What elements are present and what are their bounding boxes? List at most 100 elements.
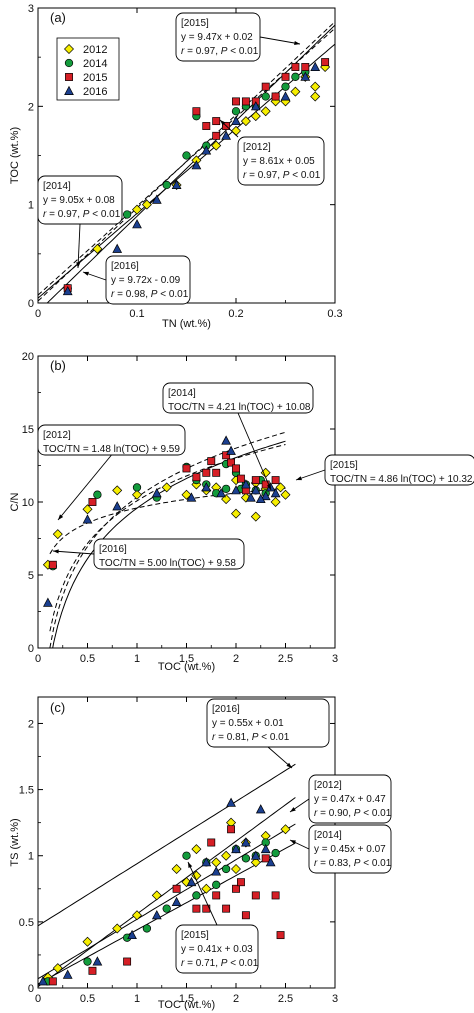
annotation-box	[93, 538, 245, 570]
annotation-arrow	[77, 223, 81, 269]
data-point-2015	[271, 92, 280, 101]
data-point-2016	[211, 866, 222, 876]
data-point-2014	[122, 210, 132, 219]
data-point-2015	[281, 72, 290, 81]
annotation-line: [2016]	[99, 544, 127, 555]
annotation-text-part: P	[283, 170, 290, 181]
data-point-2012	[310, 91, 321, 102]
annotation-2016: [2016] y = 9.72x - 0.09 r = 0.98, P < 0.01	[82, 255, 191, 305]
y-axis-label: TS (wt.%)	[9, 818, 21, 866]
data-point-2014	[182, 851, 191, 860]
fit-line-2016	[38, 797, 296, 988]
annotation-line: TOC/TN = 4.21 ln(TOC) + 10.08	[168, 402, 311, 413]
data-point-2012	[201, 883, 212, 894]
series-2015	[48, 825, 285, 986]
panel-label: (c)	[50, 700, 65, 715]
panel-label: (b)	[50, 358, 66, 373]
data-point-2016	[270, 487, 281, 498]
panel-label: (a)	[50, 10, 66, 25]
data-point-2016	[265, 857, 276, 867]
annotation-line: r = 0.81, P < 0.01	[212, 732, 290, 743]
data-point-2015	[192, 904, 201, 913]
annotation-text-part: r	[314, 808, 318, 819]
data-point-2016	[171, 896, 182, 906]
arrow-head	[286, 762, 292, 768]
annotation-text-part: < 0.01	[258, 732, 289, 743]
annotation-line: [2012]	[243, 142, 271, 153]
data-point-2016	[201, 482, 212, 492]
x-tick-label: 2.5	[278, 653, 293, 665]
data-point-2015	[202, 468, 211, 477]
data-point-2015	[291, 63, 300, 71]
data-point-2012	[290, 86, 301, 97]
data-point-2012	[92, 243, 103, 254]
annotation-line: y = 9.72x - 0.09	[111, 275, 181, 286]
annotation-text-part: P	[151, 289, 158, 300]
data-point-2016	[260, 843, 271, 854]
annotation-text-part: r	[111, 289, 115, 300]
annotation-text-part: = 0.83,	[317, 858, 353, 869]
data-point-2016	[260, 490, 271, 501]
y-tick-label: 1	[28, 851, 34, 863]
data-point-2016	[231, 115, 241, 126]
data-point-2016	[62, 285, 73, 296]
annotation-box	[206, 698, 330, 748]
data-point-2012	[52, 529, 63, 540]
data-point-2016	[112, 501, 123, 511]
data-point-2012	[231, 863, 241, 874]
data-point-2014	[231, 107, 241, 116]
data-point-2016	[151, 487, 162, 498]
data-point-2012	[132, 204, 142, 215]
data-point-2016	[300, 71, 311, 81]
data-point-2015	[232, 97, 240, 106]
y-tick-label: 20	[22, 351, 34, 363]
data-point-2012	[231, 508, 241, 519]
data-point-2014	[132, 483, 142, 492]
data-point-2015	[227, 825, 235, 834]
annotation-line: y = 0.47x + 0.47	[314, 794, 386, 805]
data-point-2015	[212, 117, 221, 126]
data-point-2015	[182, 464, 191, 473]
data-point-2015	[241, 97, 250, 106]
data-point-2015	[88, 966, 97, 975]
data-point-2012	[132, 489, 142, 500]
data-point-2015	[212, 891, 221, 900]
annotation-line: y = 0.41x + 0.03	[181, 944, 253, 955]
x-tick-label: 2	[233, 653, 239, 665]
data-point-2015	[192, 107, 201, 116]
data-point-2014	[142, 924, 152, 933]
data-point-2012	[221, 850, 232, 861]
data-point-2012	[181, 489, 192, 500]
data-point-2014	[182, 151, 191, 160]
y-tick-label: 1	[28, 200, 34, 212]
data-point-2016	[255, 804, 266, 814]
annotation-2014: [2014] y = 0.45x + 0.07 r = 0.83, P < 0.01	[289, 824, 392, 874]
annotation-2015: [2015] y = 9.47x + 0.02 r = 0.97, P < 0.01	[175, 12, 301, 62]
data-point-2015	[172, 884, 181, 893]
annotation-text-part: r	[212, 732, 216, 743]
arrow-head	[296, 476, 302, 481]
x-tick-label: 0	[35, 653, 41, 665]
arrow-head	[220, 120, 226, 126]
data-point-2012	[191, 844, 202, 855]
data-point-2016	[171, 179, 182, 189]
data-point-2016	[43, 597, 53, 607]
annotation-2016: [2016] TOC/TN = 5.00 ln(TOC) + 9.58	[52, 538, 245, 570]
data-point-2014	[241, 854, 251, 863]
data-point-2015	[207, 457, 216, 466]
annotation-line: r = 0.97, P < 0.01	[43, 209, 121, 220]
data-point-2015	[212, 468, 221, 477]
annotation-text-part: r	[181, 46, 185, 57]
data-point-2015	[192, 473, 201, 482]
data-point-2012	[231, 125, 241, 136]
annotation-2014: [2014] y = 9.05x + 0.08 r = 0.97, P < 0.01	[37, 175, 123, 269]
data-point-2015	[222, 451, 231, 460]
data-point-2016	[226, 797, 236, 807]
arrow-head	[290, 807, 296, 812]
data-point-2012	[260, 106, 271, 117]
data-point-2015	[232, 464, 240, 473]
annotation-text-part: r	[181, 958, 185, 969]
annotation-line: r = 0.97, P < 0.01	[243, 170, 321, 181]
annotation-arrow	[57, 454, 112, 521]
legend-marker-2012	[64, 44, 74, 54]
